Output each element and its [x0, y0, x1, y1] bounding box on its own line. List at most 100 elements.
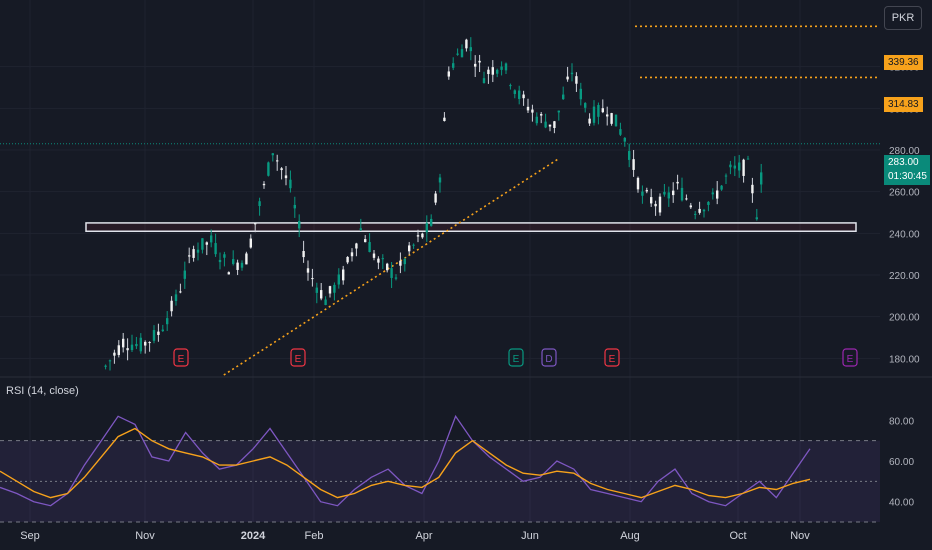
- candle-body: [702, 209, 706, 212]
- candle-body: [760, 172, 763, 185]
- candle-body: [333, 284, 336, 293]
- candle-body: [566, 76, 569, 80]
- candle-body: [372, 253, 376, 258]
- candle-body: [368, 242, 371, 253]
- candle-body: [425, 223, 428, 233]
- time-tick-label: Apr: [415, 530, 432, 542]
- candle-body: [478, 60, 481, 63]
- candle-body: [672, 190, 675, 196]
- candle-body: [606, 114, 609, 117]
- candle-body: [487, 69, 490, 75]
- time-tick-label: Aug: [620, 530, 640, 542]
- candle-body: [491, 67, 494, 75]
- event-marker-label: E: [513, 354, 520, 365]
- candle-body: [232, 259, 235, 264]
- candle-body: [258, 201, 261, 207]
- candle-body: [214, 243, 217, 255]
- candle-body: [694, 213, 697, 215]
- candle-body: [267, 162, 270, 176]
- candle-body: [619, 129, 622, 135]
- candle-body: [276, 160, 279, 162]
- candle-body: [645, 190, 648, 192]
- candle-body: [447, 71, 450, 77]
- event-marker: [290, 348, 306, 367]
- currency-selector[interactable]: PKR: [884, 6, 922, 30]
- candle-body: [729, 164, 732, 168]
- candle-body: [183, 270, 186, 279]
- candle-body: [254, 223, 257, 225]
- candle-body: [465, 39, 468, 49]
- candle-body: [496, 69, 499, 74]
- candle-body: [148, 342, 151, 344]
- candle-body: [654, 203, 657, 207]
- candle-body: [641, 191, 644, 196]
- candle-body: [342, 269, 345, 281]
- rsi-tick-label: 40.00: [889, 498, 914, 509]
- candle-body: [680, 187, 684, 201]
- candle-body: [588, 118, 591, 124]
- candle-body: [355, 243, 358, 249]
- candle-body: [526, 106, 530, 111]
- candle-body: [650, 197, 653, 204]
- candle-body: [698, 208, 701, 213]
- candle-body: [249, 238, 252, 248]
- candle-body: [117, 345, 120, 355]
- event-marker-label: E: [609, 354, 616, 365]
- candle-body: [685, 198, 688, 200]
- candle-body: [135, 343, 138, 347]
- candle-body: [262, 183, 266, 186]
- event-marker: [541, 348, 557, 367]
- candle-body: [126, 348, 129, 351]
- candle-body: [504, 63, 508, 71]
- candle-body: [161, 329, 164, 332]
- candle-body: [746, 158, 750, 160]
- time-tick-label: Nov: [135, 530, 155, 542]
- candle-body: [430, 218, 433, 226]
- candle-body: [711, 192, 714, 195]
- candle-body: [597, 105, 600, 117]
- event-marker-label: E: [847, 354, 854, 365]
- candle-body: [359, 228, 362, 230]
- candle-body: [293, 204, 296, 209]
- time-tick-label: Jun: [521, 530, 539, 542]
- candle-body: [720, 185, 723, 190]
- candle-body: [280, 168, 283, 171]
- candle-body: [399, 260, 402, 266]
- candle-body: [337, 274, 340, 285]
- candle-body: [408, 245, 411, 252]
- candle-body: [210, 235, 213, 243]
- candle-body: [412, 244, 415, 246]
- event-marker-label: D: [545, 354, 552, 365]
- time-tick-label: Feb: [305, 530, 324, 542]
- price-tick-label: 200.00: [889, 313, 920, 324]
- candle-body: [390, 268, 393, 278]
- price-tick-label: 180.00: [889, 354, 920, 365]
- support-zone: [85, 222, 857, 233]
- rsi-ma-line: [0, 427, 811, 499]
- candle-body: [346, 256, 349, 263]
- candle-body: [311, 278, 314, 280]
- candle-body: [205, 242, 208, 245]
- candle-body: [474, 63, 477, 67]
- candle-body: [592, 106, 596, 123]
- candle-body: [403, 258, 406, 265]
- candle-body: [324, 299, 327, 305]
- event-marker-label: E: [295, 354, 302, 365]
- candle-body: [509, 85, 512, 87]
- candle-body: [122, 338, 125, 348]
- candle-body: [289, 179, 292, 189]
- time-tick-label: Sep: [20, 530, 40, 542]
- candle-body: [513, 90, 516, 94]
- candle-body: [452, 63, 455, 68]
- candle-body: [676, 181, 679, 184]
- candle-body: [570, 72, 574, 75]
- candle-body: [535, 116, 538, 124]
- candle-body: [540, 114, 543, 116]
- event-marker: [604, 348, 620, 367]
- candle-body: [548, 124, 552, 127]
- candle-body: [236, 262, 239, 270]
- currency-label: PKR: [891, 12, 915, 24]
- rsi-legend[interactable]: RSI (14, close): [6, 385, 79, 397]
- candle-body: [139, 337, 142, 352]
